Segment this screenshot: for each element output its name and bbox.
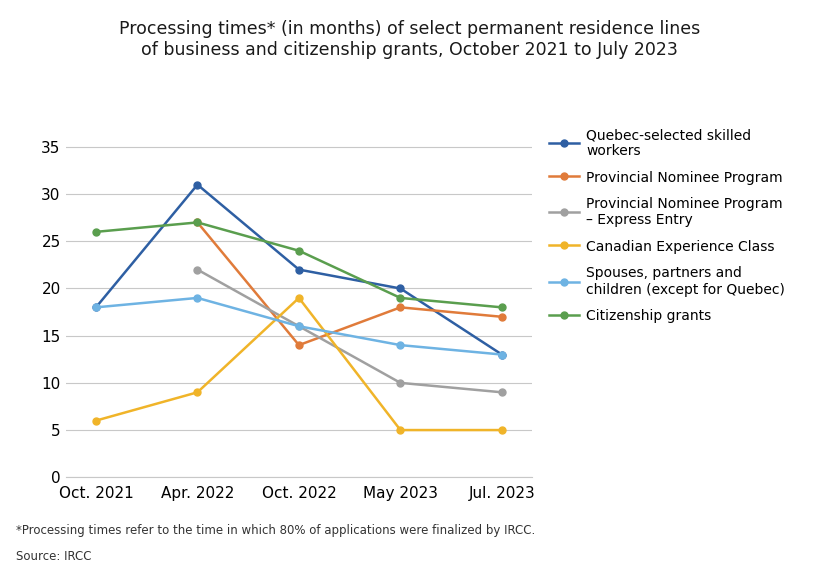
Title: Processing times* (in months) of select permanent residence lines
of business an: Processing times* (in months) of select … (0, 581, 1, 582)
Canadian Experience Class (294, 294, 304, 301)
Provincial Nominee Program (294, 342, 304, 349)
Provincial Nominee Program
– Express Entry (396, 379, 405, 386)
Text: Source: IRCC: Source: IRCC (16, 550, 92, 563)
Provincial Nominee Program
– Express Entry (497, 389, 507, 396)
Quebec-selected skilled
workers (294, 266, 304, 273)
Line: Spouses, partners and
children (except for Quebec): Spouses, partners and children (except f… (93, 294, 505, 358)
Spouses, partners and
children (except for Quebec) (91, 304, 101, 311)
Canadian Experience Class (91, 417, 101, 424)
Spouses, partners and
children (except for Quebec) (497, 351, 507, 358)
Line: Citizenship grants: Citizenship grants (93, 219, 505, 311)
Citizenship grants (294, 247, 304, 254)
Citizenship grants (497, 304, 507, 311)
Text: Processing times* (in months) of select permanent residence lines
of business an: Processing times* (in months) of select … (119, 20, 700, 59)
Quebec-selected skilled
workers (497, 351, 507, 358)
Citizenship grants (396, 294, 405, 301)
Canadian Experience Class (497, 427, 507, 434)
Provincial Nominee Program
– Express Entry (192, 266, 202, 273)
Provincial Nominee Program
– Express Entry (294, 323, 304, 330)
Quebec-selected skilled
workers (91, 304, 101, 311)
Provincial Nominee Program (396, 304, 405, 311)
Line: Canadian Experience Class: Canadian Experience Class (93, 294, 505, 434)
Provincial Nominee Program (192, 219, 202, 226)
Provincial Nominee Program (497, 313, 507, 320)
Line: Quebec-selected skilled
workers: Quebec-selected skilled workers (93, 181, 505, 358)
Line: Provincial Nominee Program: Provincial Nominee Program (194, 219, 505, 349)
Canadian Experience Class (192, 389, 202, 396)
Citizenship grants (192, 219, 202, 226)
Canadian Experience Class (396, 427, 405, 434)
Text: *Processing times refer to the time in which 80% of applications were finalized : *Processing times refer to the time in w… (16, 524, 536, 537)
Citizenship grants (91, 228, 101, 235)
Quebec-selected skilled
workers (396, 285, 405, 292)
Spouses, partners and
children (except for Quebec) (192, 294, 202, 301)
Spouses, partners and
children (except for Quebec) (396, 342, 405, 349)
Spouses, partners and
children (except for Quebec) (294, 323, 304, 330)
Quebec-selected skilled
workers (192, 181, 202, 188)
Legend: Quebec-selected skilled
workers, Provincial Nominee Program, Provincial Nominee : Quebec-selected skilled workers, Provinc… (549, 128, 785, 323)
Line: Provincial Nominee Program
– Express Entry: Provincial Nominee Program – Express Ent… (194, 266, 505, 396)
